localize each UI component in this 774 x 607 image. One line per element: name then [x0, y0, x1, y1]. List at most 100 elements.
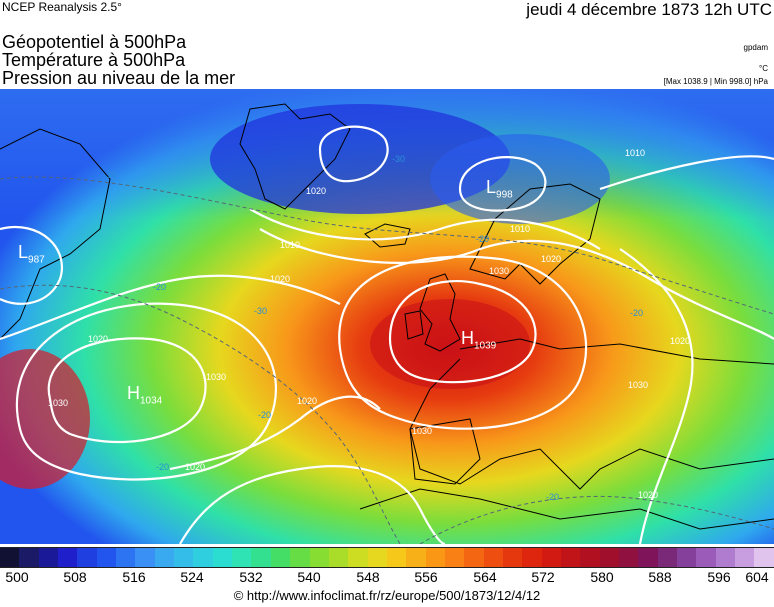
title-pressure: Pression au niveau de la mer	[2, 68, 236, 88]
ireland-coast	[404, 310, 424, 340]
warm-core-europe	[370, 299, 530, 389]
colorbar-swatch	[309, 548, 329, 567]
isobars	[0, 125, 774, 544]
isobar-west-low	[0, 226, 63, 305]
isobar-label: 1020	[306, 186, 327, 196]
isobar-label: 1020	[541, 254, 562, 264]
pressure-high-atlantic-letter: H	[127, 383, 140, 403]
isobar-label: 1020	[638, 490, 659, 500]
colorbar-swatch	[386, 548, 407, 567]
colorbar-swatch	[77, 548, 97, 567]
colorbar-swatch	[367, 548, 387, 567]
isobar-1020-north	[249, 208, 601, 250]
isobar-high-europe	[388, 280, 537, 384]
temperature-label: -30	[103, 170, 117, 180]
unit-temperature: °C	[759, 64, 768, 73]
pressure-high-europe-value: 1039	[474, 340, 497, 352]
colorbar-tick: 572	[531, 569, 555, 585]
colorbar-swatch	[657, 548, 678, 567]
colorbar-tick: 532	[239, 569, 263, 585]
colorbar-tick: 604	[745, 569, 769, 585]
pressure-high-atlantic-value: 1034	[140, 395, 163, 407]
coastlines	[0, 103, 774, 530]
colorbar-tick: 540	[297, 569, 321, 585]
colorbar-ticks: 500 508 516 524 532 540 548 556 564 572 …	[0, 569, 774, 587]
iberia-coast	[409, 418, 481, 485]
title-geopotential: Géopotentiel à 500hPa	[2, 32, 187, 52]
isobar-label: 1010	[625, 148, 646, 158]
temperature-label: -20	[630, 308, 644, 318]
isobar-label: 1030	[412, 426, 433, 436]
isobar-label: 1020	[297, 396, 318, 406]
colorbar-swatch	[328, 548, 349, 567]
colorbar-tick: 508	[63, 569, 87, 585]
isobar-high-atlantic	[47, 337, 207, 443]
isobar-label: 1020	[670, 336, 691, 346]
pressure-high-europe: H1039	[461, 329, 496, 356]
colorbar-swatch	[19, 548, 39, 567]
colorbar-tick: 516	[122, 569, 146, 585]
isobar-label: 1010	[280, 240, 301, 250]
colorbar-swatch	[638, 548, 658, 567]
colorbar-swatch	[232, 548, 252, 567]
colorbar-swatch	[580, 548, 600, 567]
colorbar-tick: 524	[180, 569, 204, 585]
colorbar-swatch	[406, 548, 426, 567]
colorbar-tick: 588	[648, 569, 672, 585]
temp-line-north	[0, 176, 774, 315]
cold-core-scandinavia	[430, 134, 610, 224]
colorbar-swatch	[677, 548, 697, 567]
colorbar-tick: 580	[590, 569, 614, 585]
colorbar-swatch	[483, 548, 503, 567]
temperature-label: -20	[156, 462, 170, 472]
pressure-low-west: L987	[18, 243, 45, 270]
north-america-coast	[0, 128, 111, 340]
colorbar-swatch	[38, 548, 59, 567]
data-source-label: NCEP Reanalysis 2.5°	[2, 0, 122, 14]
colorbar-swatch	[502, 548, 523, 567]
isobar-low-greenland	[318, 125, 389, 183]
colorbar-tick: 500	[5, 569, 29, 585]
colorbar-swatch	[58, 548, 78, 567]
isobar-label: 1030	[628, 380, 649, 390]
colorbar-swatch	[522, 548, 542, 567]
colorbar-tick: 556	[414, 569, 438, 585]
colorbar	[0, 547, 774, 568]
weather-map	[0, 89, 774, 544]
unit-pressure-range: [Max 1038.9 | Min 998.0] hPa	[663, 77, 768, 86]
colorbar-swatch	[715, 548, 736, 567]
colorbar-swatch	[560, 548, 581, 567]
temperature-label: -30	[392, 154, 406, 164]
temperature-label: -20	[153, 282, 167, 292]
colorbar-swatch	[444, 548, 465, 567]
scandinavia-coast	[469, 183, 601, 285]
colorbar-swatch	[425, 548, 445, 567]
isobar-label: 1030	[489, 266, 510, 276]
pressure-low-west-value: 987	[28, 254, 45, 266]
colorbar-tick: 548	[356, 569, 380, 585]
temp-line-south	[419, 495, 774, 544]
temperature-label: -30	[254, 306, 268, 316]
date-label: jeudi 4 décembre 1873 12h UTC	[526, 0, 772, 19]
isobar-1020-south	[179, 465, 446, 544]
pressure-high-atlantic: H1034	[127, 384, 162, 411]
colorbar-swatch	[135, 548, 155, 567]
africa-coast	[359, 488, 774, 530]
colorbar-tick: 564	[473, 569, 497, 585]
britain-coast	[419, 273, 461, 352]
colorbar-swatch	[464, 548, 484, 567]
colorbar-tick: 596	[707, 569, 731, 585]
temp-line-mid	[0, 284, 401, 544]
isobar-1010-north	[259, 228, 774, 340]
unit-geopotential: gpdam	[743, 43, 768, 52]
colorbar-swatch	[290, 548, 310, 567]
isobar-1020-west	[0, 274, 341, 341]
isobar-label: 1020	[88, 334, 109, 344]
colorbar-swatch	[599, 548, 619, 567]
colorbar-swatch	[0, 548, 20, 567]
colorbar-swatch	[348, 548, 368, 567]
colorbar-swatch	[754, 548, 774, 567]
temperature-label: -20	[258, 410, 272, 420]
colorbar-swatch	[735, 548, 755, 567]
copyright-link[interactable]: © http://www.infoclimat.fr/rz/europe/500…	[233, 588, 541, 603]
